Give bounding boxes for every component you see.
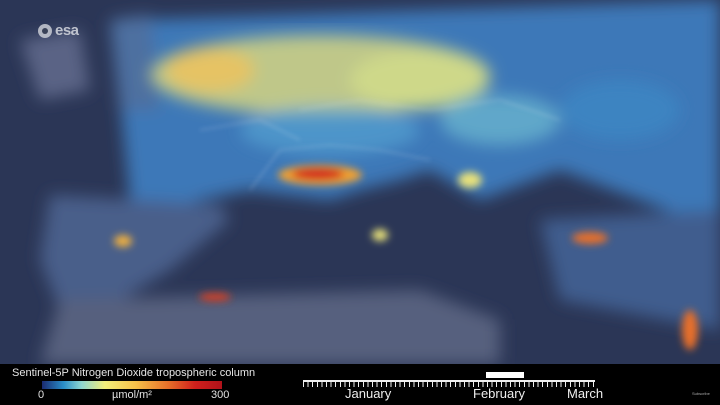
europe-no2-map xyxy=(0,0,720,364)
esa-logo-text: esa xyxy=(55,22,79,39)
color-scale-bar xyxy=(42,381,222,389)
timeline-axis xyxy=(303,380,595,387)
borders xyxy=(199,99,561,191)
legend-title: Sentinel-5P Nitrogen Dioxide tropospheri… xyxy=(12,367,256,379)
pollution-hotspots xyxy=(114,165,698,350)
scale-min-label: 0 xyxy=(38,389,45,401)
scale-max-label: 300 xyxy=(211,389,230,401)
timeline-ticks xyxy=(303,382,595,387)
esa-logo: esa xyxy=(38,22,79,39)
scale-unit-label: µmol/m² xyxy=(112,389,152,401)
month-label-march: March xyxy=(567,386,604,401)
month-label-february: February xyxy=(473,386,526,401)
month-label-january: January xyxy=(345,386,392,401)
no2-concentration-field xyxy=(150,35,680,155)
subscribe-link[interactable]: Subscribe xyxy=(692,391,710,396)
esa-logo-icon xyxy=(38,23,52,38)
timeline-window-indicator[interactable] xyxy=(486,372,524,378)
